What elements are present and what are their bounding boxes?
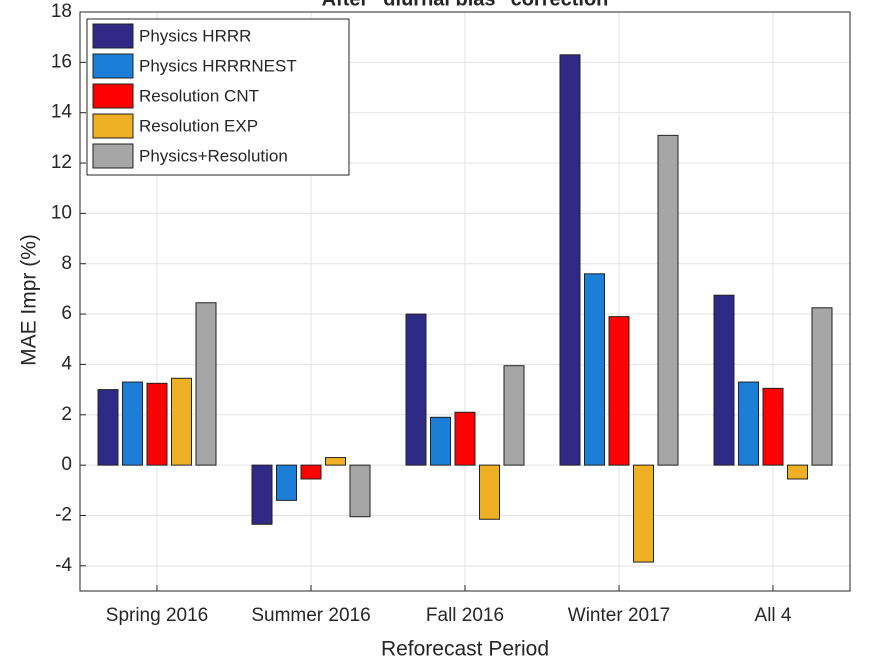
legend-label: Physics+Resolution: [139, 146, 288, 165]
legend-swatch: [92, 53, 134, 79]
legend-swatch: [92, 83, 134, 109]
y-tick-label: 8: [61, 253, 72, 274]
bar: [146, 382, 168, 466]
y-tick-label: 4: [61, 353, 72, 374]
bar: [584, 273, 605, 466]
y-tick-label: 0: [61, 454, 72, 475]
axes-box: [79, 11, 851, 592]
bar: [276, 464, 297, 501]
legend-label: Physics HRRR: [139, 26, 251, 45]
bar: [325, 457, 346, 466]
y-tick-label: 2: [61, 404, 72, 425]
bar: [430, 416, 451, 466]
y-tick-label: -4: [55, 555, 72, 576]
x-axis-label: Reforecast Period: [381, 638, 549, 661]
legend-swatch: [92, 143, 134, 169]
legend-swatch: [92, 23, 134, 49]
bar: [405, 313, 427, 466]
bar: [479, 464, 500, 520]
y-tick-label: 18: [51, 1, 72, 22]
bar: [762, 387, 784, 466]
bar: [122, 381, 143, 466]
legend-label: Physics HRRRNEST: [139, 56, 297, 75]
bar: [171, 377, 192, 466]
bar: [454, 411, 476, 466]
bar: [738, 381, 759, 466]
bar: [787, 464, 808, 480]
bar: [559, 54, 581, 466]
x-tick-label: Winter 2017: [568, 605, 670, 626]
legend-label: Resolution EXP: [139, 116, 258, 135]
bar: [811, 307, 833, 466]
y-tick-label: 16: [51, 51, 72, 72]
legend-label: Resolution CNT: [139, 86, 259, 105]
y-tick-label: -2: [55, 504, 72, 525]
x-tick-label: Spring 2016: [106, 605, 208, 626]
bar: [349, 464, 371, 518]
bar: [251, 464, 273, 525]
x-tick-label: Fall 2016: [426, 605, 504, 626]
bar: [713, 294, 735, 466]
bar: [300, 464, 322, 480]
x-tick-label: All 4: [755, 605, 792, 626]
chart-title: After "diurnal bias" correction: [322, 0, 609, 10]
x-tick-label: Summer 2016: [251, 605, 370, 626]
y-tick-label: 14: [51, 102, 73, 123]
bar: [503, 365, 525, 466]
legend: Physics HRRR Physics HRRRNEST Resolution C…: [86, 18, 350, 176]
bar: [608, 316, 630, 466]
legend-swatch: [92, 113, 134, 139]
y-tick-label: 10: [51, 202, 72, 223]
bar: [633, 464, 654, 563]
bar: [657, 134, 679, 466]
y-tick-label: 12: [51, 152, 72, 173]
y-tick-label: 6: [61, 303, 72, 324]
y-axis-label: MAE Impr (%): [18, 234, 41, 366]
bar: [195, 302, 217, 466]
bar: [97, 389, 119, 466]
